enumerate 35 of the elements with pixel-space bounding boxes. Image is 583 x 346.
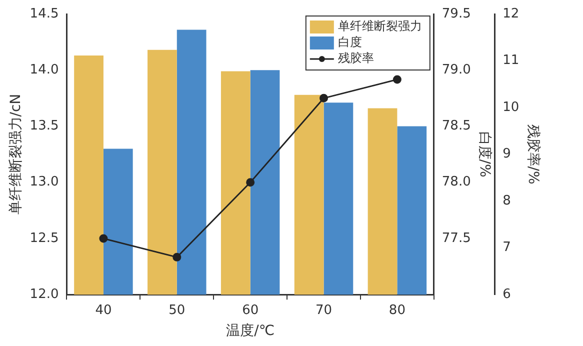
y-tick-label: 13.0 [30,174,59,190]
point [320,94,328,102]
legend-label: 残胶率 [338,51,374,66]
y3-tick-label: 9 [502,146,511,162]
y-tick-label: 13.5 [30,118,59,134]
y-axis-title: 单纤维断裂强力/cN [8,94,24,215]
point [392,75,402,84]
y2-axis-title: 白度/% [476,131,493,178]
x-tick-label: 60 [242,302,259,318]
y-tick-label: 14.0 [30,62,59,78]
y2-tick-label: 79.0 [442,62,471,78]
y3-tick-label: 7 [502,240,511,256]
x-tick-label: 50 [168,302,186,318]
y2-tick-label: 77.5 [442,230,471,246]
y2-tick-label: 78.5 [442,118,471,134]
x-tick-label: 40 [95,302,112,318]
y2-tick-label: 79.5 [442,6,471,22]
point [172,252,182,262]
legend-label: 白度 [338,35,362,50]
legend-label: 单纤维断裂强力 [338,19,422,34]
point [246,178,255,187]
point [99,234,108,243]
x-tick-label: 80 [388,302,406,318]
y3-tick-label: 10 [502,100,520,115]
y3-tick-label: 12 [502,6,520,22]
y3-tick-label: 8 [502,193,511,208]
x-tick-label: 70 [315,302,332,318]
y3-tick-label: 6 [502,286,511,302]
y3-tick-label: 11 [502,53,520,68]
y2-tick-label: 78.0 [442,174,471,190]
y3-axis-title: 残胶率/% [524,124,541,184]
y-tick-label: 12.0 [30,286,59,302]
y-tick-label: 14.5 [30,6,59,22]
x-axis-title: 温度/℃ [226,323,275,340]
y-tick-label: 12.5 [30,230,59,246]
